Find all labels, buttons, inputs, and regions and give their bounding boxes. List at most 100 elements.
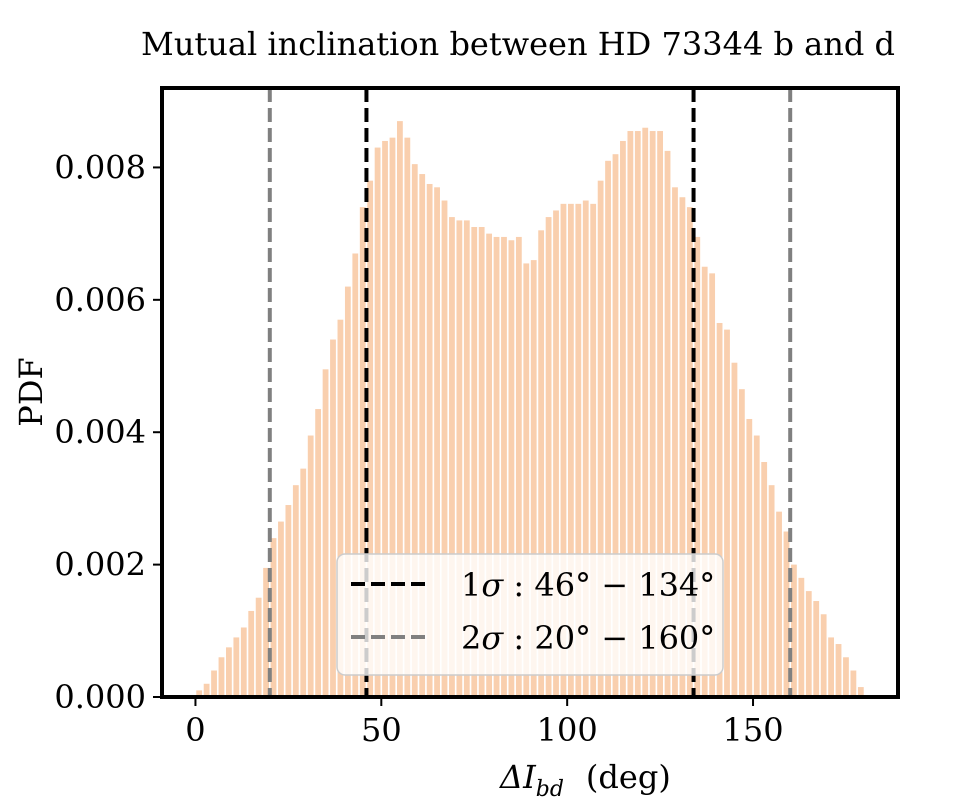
legend-box (336, 553, 724, 676)
legend-label-2sigma: 2σ : 20° − 160° (461, 619, 715, 657)
histogram-bar (843, 657, 849, 697)
histogram-bar (367, 180, 374, 698)
legend-2sigma-symbol: σ (481, 619, 504, 657)
legend-2sigma-range: : 20° − 160° (503, 619, 715, 657)
histogram-bar (553, 210, 559, 697)
histogram-bar (597, 180, 604, 698)
histogram-bar (211, 670, 217, 697)
histogram-bar (419, 174, 426, 698)
x-axis-subscript: bd (536, 777, 564, 802)
y-tick-label: 0.000 (54, 678, 146, 716)
histogram-bar (292, 485, 299, 697)
histogram-bar (434, 187, 440, 698)
histogram-bar (203, 683, 210, 697)
histogram-bar (530, 260, 537, 697)
histogram-bar (724, 329, 730, 697)
histogram-bar (471, 227, 478, 697)
legend-1sigma-count: 1 (461, 566, 481, 604)
histogram-bar (426, 183, 433, 698)
histogram-bar (501, 236, 507, 697)
histogram-bar (233, 637, 240, 697)
histogram-bar (508, 240, 515, 697)
histogram-bar (731, 362, 738, 697)
histogram-bar (605, 160, 611, 697)
histogram-bar (761, 462, 768, 697)
histogram-bar (575, 203, 582, 697)
y-tick-label: 0.002 (54, 546, 146, 584)
histogram-bar (657, 131, 663, 697)
legend-label-1sigma: 1σ : 46° − 134° (461, 566, 715, 604)
histogram-bar (664, 150, 671, 697)
histogram-bar (590, 203, 597, 697)
histogram-bar (226, 647, 232, 697)
axis-ticks: 0 50 100 150 0.000 0.002 0.004 0.006 0.008 (54, 148, 783, 749)
histogram-bar (515, 236, 522, 697)
histogram-bar (746, 418, 753, 697)
histogram-bars (196, 121, 864, 698)
histogram-bar (449, 217, 455, 697)
histogram-bar (456, 220, 463, 697)
histogram-bar (404, 137, 411, 697)
histogram-bar (307, 435, 314, 697)
histogram-bar (493, 236, 500, 697)
histogram-bar (538, 230, 545, 697)
histogram-bar (278, 521, 284, 697)
histogram-bar (389, 137, 396, 697)
x-tick-label: 100 (537, 711, 598, 749)
histogram-bar (300, 468, 307, 698)
histogram-bar (560, 203, 567, 697)
histogram-bar (716, 322, 723, 697)
histogram-bar (441, 200, 448, 697)
histogram-bar (255, 597, 262, 697)
chart-title: Mutual inclination between HD 73344 b an… (141, 25, 895, 63)
histogram-bar (612, 154, 619, 697)
histogram-bar (285, 505, 292, 697)
histogram-bar (850, 670, 857, 697)
histogram-bar (374, 147, 381, 697)
histogram-bar (240, 627, 247, 697)
histogram-bar (337, 319, 344, 697)
x-tick-label: 50 (361, 711, 402, 749)
histogram-bar (642, 127, 649, 698)
histogram-bar (753, 435, 760, 697)
histogram-bar (679, 197, 686, 697)
histogram-bar (709, 273, 716, 697)
histogram-bar (411, 164, 418, 698)
histogram-bar (857, 687, 864, 697)
x-axis-label: ΔIbd (deg) (498, 758, 671, 802)
histogram-bar (382, 140, 388, 697)
histogram-bar (263, 567, 269, 697)
histogram-bar (649, 131, 656, 697)
legend: 1σ : 46° − 134° 2σ : 20° − 160° (336, 553, 724, 676)
y-tick-label: 0.008 (54, 148, 146, 186)
histogram-bar (813, 601, 820, 697)
histogram-bar (828, 637, 834, 697)
histogram-bar (330, 339, 336, 697)
histogram-bar (776, 511, 782, 697)
histogram-bar (783, 531, 790, 697)
histogram-bar (523, 263, 530, 697)
histogram-bar (478, 227, 485, 697)
histogram-bar (634, 131, 641, 697)
histogram-bar (672, 187, 678, 698)
x-axis-symbol: ΔI (498, 758, 537, 796)
legend-1sigma-range: : 46° − 134° (503, 566, 715, 604)
histogram-bar (686, 207, 693, 697)
legend-1sigma-symbol: σ (481, 566, 504, 604)
histogram-bar (768, 485, 775, 697)
histogram-bar (545, 217, 552, 697)
histogram-bar (582, 200, 589, 697)
histogram-bar (248, 610, 255, 697)
histogram-bar (344, 286, 351, 697)
histogram-bar (322, 369, 329, 697)
legend-2sigma-count: 2 (461, 619, 481, 657)
histogram-bar (218, 657, 225, 697)
x-tick-label: 0 (185, 711, 205, 749)
histogram-bar (270, 538, 277, 697)
plot-frame (160, 86, 900, 699)
histogram-bar (791, 564, 797, 697)
histogram-bar (805, 591, 812, 697)
histogram-bar (359, 207, 366, 697)
histogram-bar (196, 690, 203, 697)
